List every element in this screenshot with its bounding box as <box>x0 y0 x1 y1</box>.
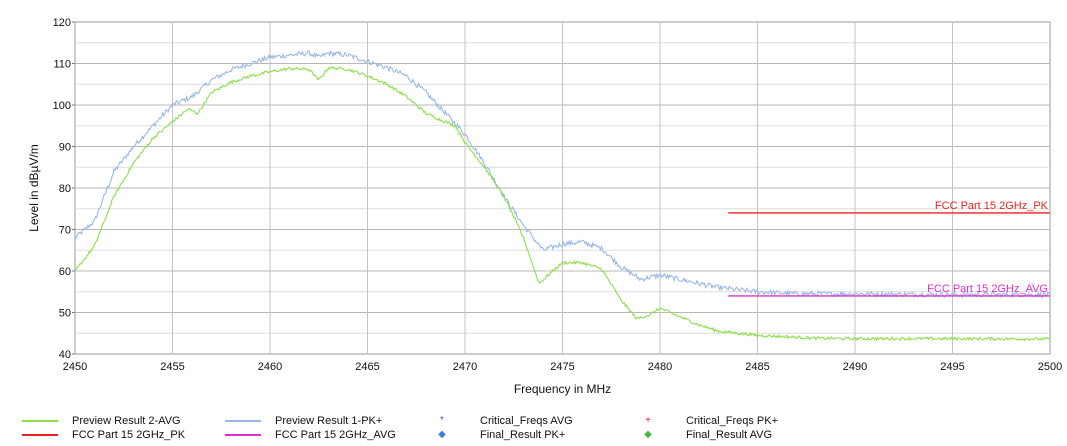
legend-label: Final_Result AVG <box>686 429 773 441</box>
y-tick-label: 110 <box>53 59 71 71</box>
x-tick-label: 2490 <box>843 361 867 373</box>
legend-item: FCC Part 15 2GHz_AVG <box>225 428 396 442</box>
y-axis-title: Level in dBµV/m <box>27 144 41 232</box>
x-tick-label: 2465 <box>355 361 379 373</box>
legend-label: FCC Part 15 2GHz_AVG <box>275 429 396 441</box>
y-tick-label: 70 <box>59 225 71 237</box>
legend-label: Preview Result 2-AVG <box>72 415 181 427</box>
x-tick-label: 2500 <box>1038 361 1062 373</box>
y-tick-label: 120 <box>53 17 71 29</box>
x-tick-label: 2470 <box>453 361 477 373</box>
x-tick-label: 2480 <box>648 361 672 373</box>
series-line <box>74 50 1051 299</box>
legend-marker-icon: ◆ <box>644 429 652 440</box>
x-tick-label: 2455 <box>160 361 184 373</box>
legend-label: Preview Result 1-PK+ <box>275 415 383 427</box>
series-line <box>74 65 1051 342</box>
legend-line-swatch <box>22 420 58 422</box>
x-tick-label: 2460 <box>258 361 282 373</box>
legend-label: Critical_Freqs AVG <box>480 415 573 427</box>
legend-item: FCC Part 15 2GHz_PK <box>22 428 185 442</box>
legend-label: FCC Part 15 2GHz_PK <box>72 429 186 441</box>
legend-label: Critical_Freqs PK+ <box>686 415 779 427</box>
legend-marker-icon: ◆ <box>438 429 446 440</box>
y-tick-label: 40 <box>59 349 71 361</box>
legend-item: Preview Result 2-AVG <box>22 414 181 428</box>
legend-item: * Critical_Freqs AVG <box>434 414 573 428</box>
x-tick-label: 2450 <box>63 361 87 373</box>
legend-marker-icon: * <box>440 415 444 426</box>
y-tick-label: 60 <box>59 266 71 278</box>
chart-legend: Preview Result 2-AVG Preview Result 1-PK+… <box>0 414 1067 446</box>
y-tick-label: 90 <box>59 142 71 154</box>
legend-marker-icon: + <box>645 415 651 426</box>
y-tick-label: 50 <box>59 308 71 320</box>
legend-label: Final_Result PK+ <box>480 429 566 441</box>
limit-line-label: FCC Part 15 2GHz_PK <box>935 200 1049 212</box>
limit-line-label: FCC Part 15 2GHz_AVG <box>927 283 1048 295</box>
chart-plot-svg: 40 50 60 70 80 90 100 110 120 2450 2455 2460 2465 247… <box>27 17 1062 396</box>
legend-line-swatch <box>225 420 261 422</box>
legend-item: ◆ Final_Result AVG <box>640 428 772 442</box>
y-tick-label: 80 <box>59 183 71 195</box>
x-tick-label: 2475 <box>550 361 574 373</box>
x-tick-label: 2495 <box>940 361 964 373</box>
x-tick-label: 2485 <box>745 361 769 373</box>
legend-item: Preview Result 1-PK+ <box>225 414 382 428</box>
legend-line-swatch <box>225 434 261 436</box>
x-axis-title: Frequency in MHz <box>514 382 611 396</box>
y-tick-label: 100 <box>53 100 71 112</box>
legend-item: + Critical_Freqs PK+ <box>640 414 778 428</box>
legend-line-swatch <box>22 434 58 436</box>
legend-item: ◆ Final_Result PK+ <box>434 428 565 442</box>
